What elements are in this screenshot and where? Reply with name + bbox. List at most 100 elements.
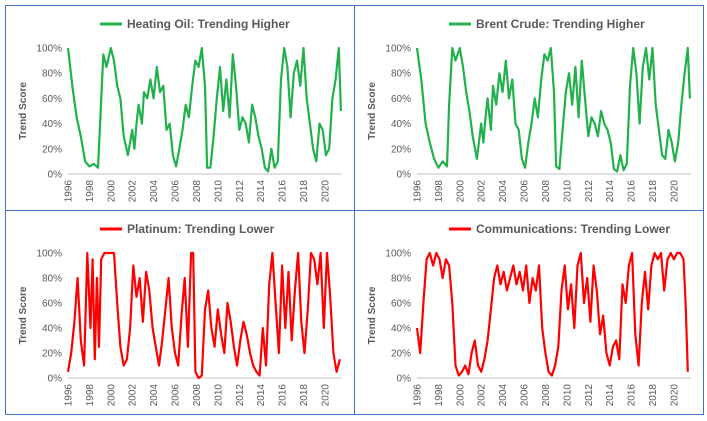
y-tick-label: 0% (48, 374, 63, 385)
x-tick-label: 2016 (278, 180, 289, 203)
y-axis-ticks: 0% 20% 40% 60% 80% 100% (36, 44, 62, 181)
x-tick-label: 2020 (320, 384, 331, 407)
x-tick-label: 2000 (455, 384, 466, 407)
series-line (415, 46, 691, 173)
y-tick-label: 40% (42, 324, 62, 335)
legend-label: Platinum: Trending Lower (127, 222, 275, 236)
x-tick-label: 2004 (149, 180, 160, 203)
x-tick-label: 2012 (584, 384, 595, 407)
x-tick-label: 2002 (128, 180, 139, 203)
legend: Platinum: Trending Lower (100, 222, 275, 236)
chart-panel-platinum: Platinum: Trending Lower Trend Score 0% 20%… (6, 211, 354, 414)
y-tick-label: 20% (42, 349, 62, 360)
x-tick-label: 2014 (256, 180, 267, 203)
x-tick-label: 2020 (320, 180, 331, 203)
x-tick-label: 2014 (256, 384, 267, 407)
y-tick-label: 60% (42, 299, 62, 310)
x-tick-label: 2012 (584, 180, 595, 203)
legend-label: Communications: Trending Lower (476, 222, 670, 236)
chart-panel-brent-crude: Brent Crude: Trending Higher Trend Score 0… (355, 6, 703, 210)
x-tick-label: 2014 (605, 384, 616, 407)
y-tick-label: 0% (48, 170, 63, 181)
chart-heating-oil: Heating Oil: Trending Higher Trend Score 0… (18, 17, 342, 203)
x-tick-label: 2004 (149, 384, 160, 407)
x-tick-label: 1998 (85, 180, 96, 203)
y-tick-label: 60% (42, 94, 62, 105)
legend-label: Heating Oil: Trending Higher (127, 17, 290, 31)
y-axis-label: Trend Score (367, 82, 378, 140)
y-tick-label: 20% (391, 144, 411, 155)
y-tick-label: 100% (385, 249, 411, 260)
x-tick-label: 2020 (669, 180, 680, 203)
x-axis-ticks: 1996 1998 2000 2002 2004 2006 2008 2010 2012 2014… (64, 384, 332, 407)
x-tick-label: 1996 (64, 384, 75, 407)
x-tick-label: 2016 (627, 180, 638, 203)
x-tick-label: 2014 (605, 180, 616, 203)
y-tick-label: 80% (391, 274, 411, 285)
x-tick-label: 2008 (192, 384, 203, 407)
x-tick-label: 2018 (299, 180, 310, 203)
x-tick-label: 1998 (434, 180, 445, 203)
x-tick-label: 2010 (562, 384, 573, 407)
x-tick-label: 2012 (235, 384, 246, 407)
x-tick-label: 2006 (171, 180, 182, 203)
y-tick-label: 100% (385, 44, 411, 55)
x-tick-label: 2020 (669, 384, 680, 407)
y-tick-label: 100% (36, 44, 62, 55)
chart-platinum: Platinum: Trending Lower Trend Score 0% 20%… (18, 222, 342, 407)
x-tick-label: 2010 (213, 384, 224, 407)
chart-brent-crude: Brent Crude: Trending Higher Trend Score 0… (367, 17, 691, 203)
x-tick-label: 2002 (477, 384, 488, 407)
x-tick-label: 1998 (85, 384, 96, 407)
x-tick-label: 2000 (106, 180, 117, 203)
x-tick-label: 2012 (235, 180, 246, 203)
chart-panel-communications: Communications: Trending Lower Trend Scor… (355, 211, 703, 414)
y-tick-label: 80% (391, 69, 411, 80)
x-tick-label: 2016 (278, 384, 289, 407)
x-tick-label: 2004 (498, 180, 509, 203)
y-axis-ticks: 0% 20% 40% 60% 80% 100% (36, 249, 62, 385)
x-axis-ticks: 1996 1998 2000 2002 2004 2006 2008 2010 2012 2014… (413, 384, 681, 407)
y-tick-label: 40% (391, 324, 411, 335)
series-line (66, 251, 341, 380)
legend: Brent Crude: Trending Higher (449, 17, 645, 31)
y-tick-label: 20% (391, 349, 411, 360)
y-tick-label: 60% (391, 94, 411, 105)
x-tick-label: 2008 (192, 180, 203, 203)
x-tick-label: 1996 (64, 180, 75, 203)
y-tick-label: 0% (397, 374, 412, 385)
y-tick-label: 40% (391, 119, 411, 130)
x-tick-label: 2006 (171, 384, 182, 407)
legend: Communications: Trending Lower (449, 222, 670, 236)
x-tick-label: 2004 (498, 384, 509, 407)
series-line (66, 46, 342, 173)
x-tick-label: 2016 (627, 384, 638, 407)
x-tick-label: 2018 (299, 384, 310, 407)
x-tick-label: 2006 (520, 384, 531, 407)
x-tick-label: 2010 (213, 180, 224, 203)
x-tick-label: 2008 (541, 180, 552, 203)
x-tick-label: 2002 (477, 180, 488, 203)
series-line (415, 251, 689, 377)
grid-divider-vertical (354, 5, 355, 415)
y-tick-label: 80% (42, 69, 62, 80)
x-tick-label: 2006 (520, 180, 531, 203)
y-tick-label: 0% (397, 170, 412, 181)
y-tick-label: 40% (42, 119, 62, 130)
legend: Heating Oil: Trending Higher (100, 17, 290, 31)
x-axis-ticks: 1996 1998 2000 2002 2004 2006 2008 2010 2012 2014… (413, 180, 681, 203)
x-tick-label: 2000 (106, 384, 117, 407)
x-tick-label: 1998 (434, 384, 445, 407)
y-tick-label: 100% (36, 249, 62, 260)
x-tick-label: 2010 (562, 180, 573, 203)
y-tick-label: 80% (42, 274, 62, 285)
y-axis-ticks: 0% 20% 40% 60% 80% 100% (385, 44, 411, 181)
x-tick-label: 2008 (541, 384, 552, 407)
y-axis-label: Trend Score (18, 82, 29, 140)
chart-communications: Communications: Trending Lower Trend Scor… (367, 222, 691, 407)
y-axis-ticks: 0% 20% 40% 60% 80% 100% (385, 249, 411, 385)
x-tick-label: 2018 (648, 384, 659, 407)
x-tick-label: 1996 (413, 180, 424, 203)
x-tick-label: 2018 (648, 180, 659, 203)
